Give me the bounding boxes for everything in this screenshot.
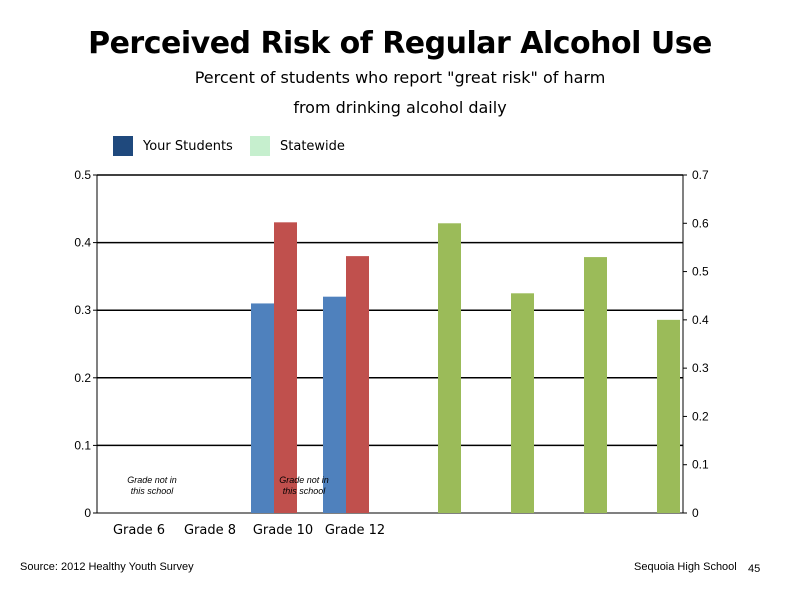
y-tick-label-right: 0.6 [692, 216, 709, 230]
school-name: Sequoia High School [634, 561, 737, 573]
bar-red [346, 256, 369, 513]
bar-blue [251, 303, 274, 513]
y-tick-label-right: 0.5 [692, 265, 709, 279]
bar-red [274, 222, 297, 513]
y-tick-label-left: 0 [84, 506, 91, 520]
y-tick-label-right: 0.1 [692, 458, 709, 472]
legend-item-your-students: Your Students [113, 136, 233, 156]
chart-subtitle-line1: Percent of students who report "great ri… [194, 68, 606, 87]
legend-label-your-students: Your Students [143, 138, 233, 154]
y-tick-label-right: 0.3 [692, 361, 709, 375]
y-tick-label-left: 0.1 [74, 438, 91, 452]
y-tick-label-left: 0.4 [74, 236, 91, 250]
y-tick-label-right: 0.7 [692, 168, 709, 182]
y-tick-label-left: 0.3 [74, 303, 91, 317]
legend-swatch-statewide [250, 136, 270, 156]
y-tick-label-left: 0.2 [74, 371, 91, 385]
x-tick-label: Grade 8 [184, 523, 236, 538]
x-tick-label: Grade 6 [113, 523, 165, 538]
page-number: 45 [748, 563, 761, 575]
annotation-line1: Grade not in [279, 475, 329, 485]
legend-swatch-your-students [113, 136, 133, 156]
bar-blue [323, 296, 346, 513]
annotation-line2: this school [283, 486, 327, 496]
bar-statewide [584, 257, 607, 513]
source-note: Source: 2012 Healthy Youth Survey [20, 561, 194, 573]
y-tick-label-right: 0.2 [692, 409, 709, 423]
bar-statewide [657, 319, 680, 513]
y-tick-label-left: 0.5 [74, 168, 91, 182]
legend-label-statewide: Statewide [280, 138, 345, 154]
x-tick-label: Grade 12 [325, 523, 385, 538]
y-tick-label-right: 0.4 [692, 313, 709, 327]
bar-statewide [511, 293, 534, 513]
legend-item-statewide: Statewide [250, 136, 345, 156]
annotation-line2: this school [131, 486, 175, 496]
annotation-line1: Grade not in [127, 475, 177, 485]
chart-subtitle-line2: from drinking alcohol daily [293, 98, 507, 117]
y-tick-label-right: 0 [692, 506, 699, 520]
x-tick-label: Grade 10 [253, 523, 313, 538]
bar-statewide [438, 223, 461, 514]
chart-title: Perceived Risk of Regular Alcohol Use [88, 26, 712, 61]
